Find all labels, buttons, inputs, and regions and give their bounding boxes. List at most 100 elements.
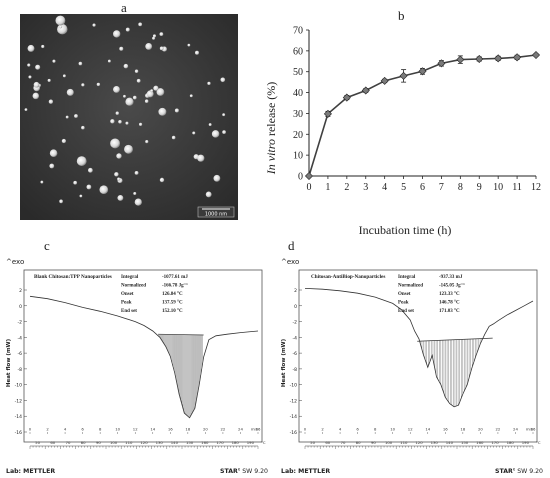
dsc-stat-label: Peak <box>121 301 132 306</box>
dsc-min-tick-label: 4 <box>64 427 67 432</box>
data-point <box>437 59 446 68</box>
nanoparticle <box>41 44 45 49</box>
nanoparticle <box>208 123 212 127</box>
release-series <box>304 51 541 181</box>
dsc-min-tick-label: 0 <box>304 427 307 432</box>
panel-label-a: a <box>121 0 127 15</box>
nanoparticle <box>28 75 32 79</box>
panel-label-c: c <box>44 238 50 253</box>
nanoparticle <box>92 23 96 27</box>
y-tick-label: 10 <box>293 151 303 162</box>
nanoparticle <box>57 23 68 35</box>
x-tick-label: 10 <box>493 182 503 193</box>
dsc-y-tick-label: 0 <box>19 304 22 310</box>
dsc-min-tick-label: 14 <box>425 427 430 432</box>
nanoparticle <box>134 170 139 175</box>
nanoparticle <box>145 140 149 144</box>
dsc-y-tick-label: -8 <box>18 367 23 373</box>
nanoparticle <box>153 85 159 91</box>
dsc-min-tick-label: 24 <box>513 427 518 432</box>
nanoparticle <box>55 15 66 26</box>
nanoparticle <box>107 59 111 63</box>
dsc-stat-label: Normalized <box>121 284 146 289</box>
y-tick-label: 70 <box>293 26 303 37</box>
dsc-min-tick-label: 12 <box>133 427 138 432</box>
dsc-min-tick-label: 20 <box>203 427 208 432</box>
nanoparticle <box>171 135 176 140</box>
release-y-axis-label-rest: release (%) <box>264 82 278 139</box>
dsc-y-tick-label: -16 <box>15 430 22 436</box>
nanoparticle <box>86 184 92 190</box>
nanoparticle <box>66 88 74 96</box>
dsc-y-tick-label: -10 <box>15 383 22 389</box>
nanoparticle <box>207 81 211 86</box>
dsc-min-tick-label: 0 <box>29 427 32 432</box>
dsc-temp-tick-label: 160 <box>201 440 209 445</box>
x-tick-label: 0 <box>307 182 312 193</box>
nanoparticle <box>119 46 124 51</box>
nanoparticle <box>156 88 165 96</box>
dsc-min-tick-label: 18 <box>185 427 190 432</box>
dsc-temp-tick-label: 190 <box>247 440 255 445</box>
nanoparticle <box>59 199 63 204</box>
nanoparticle <box>187 43 191 47</box>
dsc-y-tick-label: -12 <box>15 398 22 404</box>
nanoparticle <box>220 77 226 83</box>
nanoparticle <box>133 191 137 196</box>
dsc-min-tick-label: 8 <box>99 427 102 432</box>
dsc-footer-star: STAR <box>220 468 238 475</box>
nanoparticle <box>79 194 83 198</box>
dsc-temp-tick-label: 150 <box>186 440 194 445</box>
dsc-temp-tick-label: 100 <box>385 440 393 445</box>
nanoparticle <box>124 144 133 154</box>
dsc-y-tick-label: -6 <box>293 351 298 357</box>
dsc-temp-tick-label: 60 <box>50 440 55 445</box>
nanoparticle <box>136 78 141 83</box>
nanoparticle <box>213 174 221 182</box>
dsc-curve <box>304 288 534 408</box>
nanoparticle <box>159 32 164 36</box>
x-tick-label: 9 <box>477 182 482 193</box>
nanoparticle <box>74 114 78 118</box>
dsc-y-tick-label: -4 <box>18 335 23 341</box>
nanoparticle <box>76 156 87 166</box>
nanoparticle <box>117 194 124 201</box>
dsc-min-tick-label: 22 <box>496 427 501 432</box>
dsc-min-unit: min <box>251 427 259 432</box>
x-tick-label: 8 <box>458 182 463 193</box>
dsc-temp-tick-label: 70 <box>341 440 346 445</box>
panel-label-b: b <box>398 8 405 23</box>
dsc-y-axis-label: Heat flow (mW) <box>6 338 12 387</box>
nanoparticle <box>158 107 167 116</box>
dsc-temp-tick-label: 70 <box>66 440 71 445</box>
dsc-y-tick-label: -2 <box>293 320 298 326</box>
nanoparticle <box>197 154 205 162</box>
nanoparticle <box>49 163 55 169</box>
nanoparticle <box>123 63 129 69</box>
dsc-temp-tick-label: 80 <box>356 440 361 445</box>
dsc-stat-value: 137.59 °C <box>162 301 183 306</box>
dsc-frame <box>23 269 263 443</box>
y-tick-label: 60 <box>293 46 303 57</box>
dsc-stat-value: -937.33 mJ <box>439 275 463 280</box>
x-tick-label: 3 <box>363 182 368 193</box>
nanoparticle <box>27 63 31 67</box>
dsc-temp-tick-label: 100 <box>110 440 118 445</box>
nanoparticle <box>125 121 129 125</box>
dsc-frame <box>298 269 538 443</box>
dsc-temp-tick-label: 190 <box>522 440 530 445</box>
nanoparticle <box>118 120 122 124</box>
nanoparticle <box>99 185 109 195</box>
dsc-stat-value: 171.03 °C <box>439 309 460 314</box>
dsc-y-tick-label: -16 <box>290 430 297 436</box>
x-tick-label: 6 <box>420 182 425 193</box>
x-tick-label: 5 <box>401 182 406 193</box>
x-tick-label: 4 <box>382 182 387 193</box>
dsc-min-tick-label: 26 <box>531 427 536 432</box>
dsc-footer-lab: Lab: METTLER <box>6 468 55 475</box>
nanoparticle <box>152 34 157 38</box>
exo-label: ^exo <box>281 258 299 266</box>
dsc-temp-tick-label: 140 <box>446 440 454 445</box>
scale-bar-label: 1000 nm <box>205 212 227 218</box>
nanoparticle <box>159 46 164 51</box>
